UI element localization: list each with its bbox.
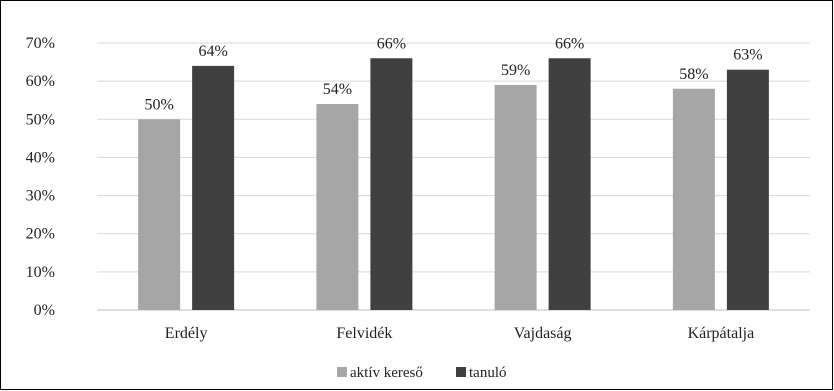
bar [726,69,769,310]
legend-label: aktív kereső [350,365,423,381]
bar [192,65,235,310]
data-label: 59% [501,62,530,79]
data-label: 63% [733,47,762,64]
data-label: 54% [323,81,352,98]
y-tick-label: 30% [26,188,55,205]
legend-label: tanuló [469,365,507,381]
y-tick-label: 0% [34,302,55,319]
bar [138,119,181,311]
y-tick-label: 50% [26,111,55,128]
bars [138,58,769,311]
bar [672,88,715,311]
category-label: Felvidék [336,325,392,342]
y-tick-label: 60% [26,73,55,90]
data-label: 64% [198,43,227,60]
data-label: 50% [144,96,173,113]
data-label: 58% [679,66,708,83]
legend: aktív kereső tanuló [337,365,507,381]
y-tick-label: 20% [26,226,55,243]
bar [316,104,359,311]
bar [370,58,413,310]
y-tick-label: 70% [26,35,55,52]
data-label: 66% [555,35,584,52]
y-axis: 0% 10% 20% 30% 40% 50% 60% 70% [26,35,55,319]
x-axis: Erdély Felvidék Vajdaság Kárpátalja [165,325,754,342]
bar [494,84,537,310]
legend-swatch [337,367,347,377]
data-labels: 50% 64% 54% 66% 59% 66% 58% 63% [144,35,762,113]
data-label: 66% [377,35,406,52]
category-label: Vajdaság [514,325,572,342]
y-tick-label: 10% [26,264,55,281]
category-label: Kárpátalja [688,325,755,342]
legend-swatch [456,367,466,377]
y-tick-label: 40% [26,149,55,166]
category-label: Erdély [165,325,208,342]
bar [548,58,591,310]
